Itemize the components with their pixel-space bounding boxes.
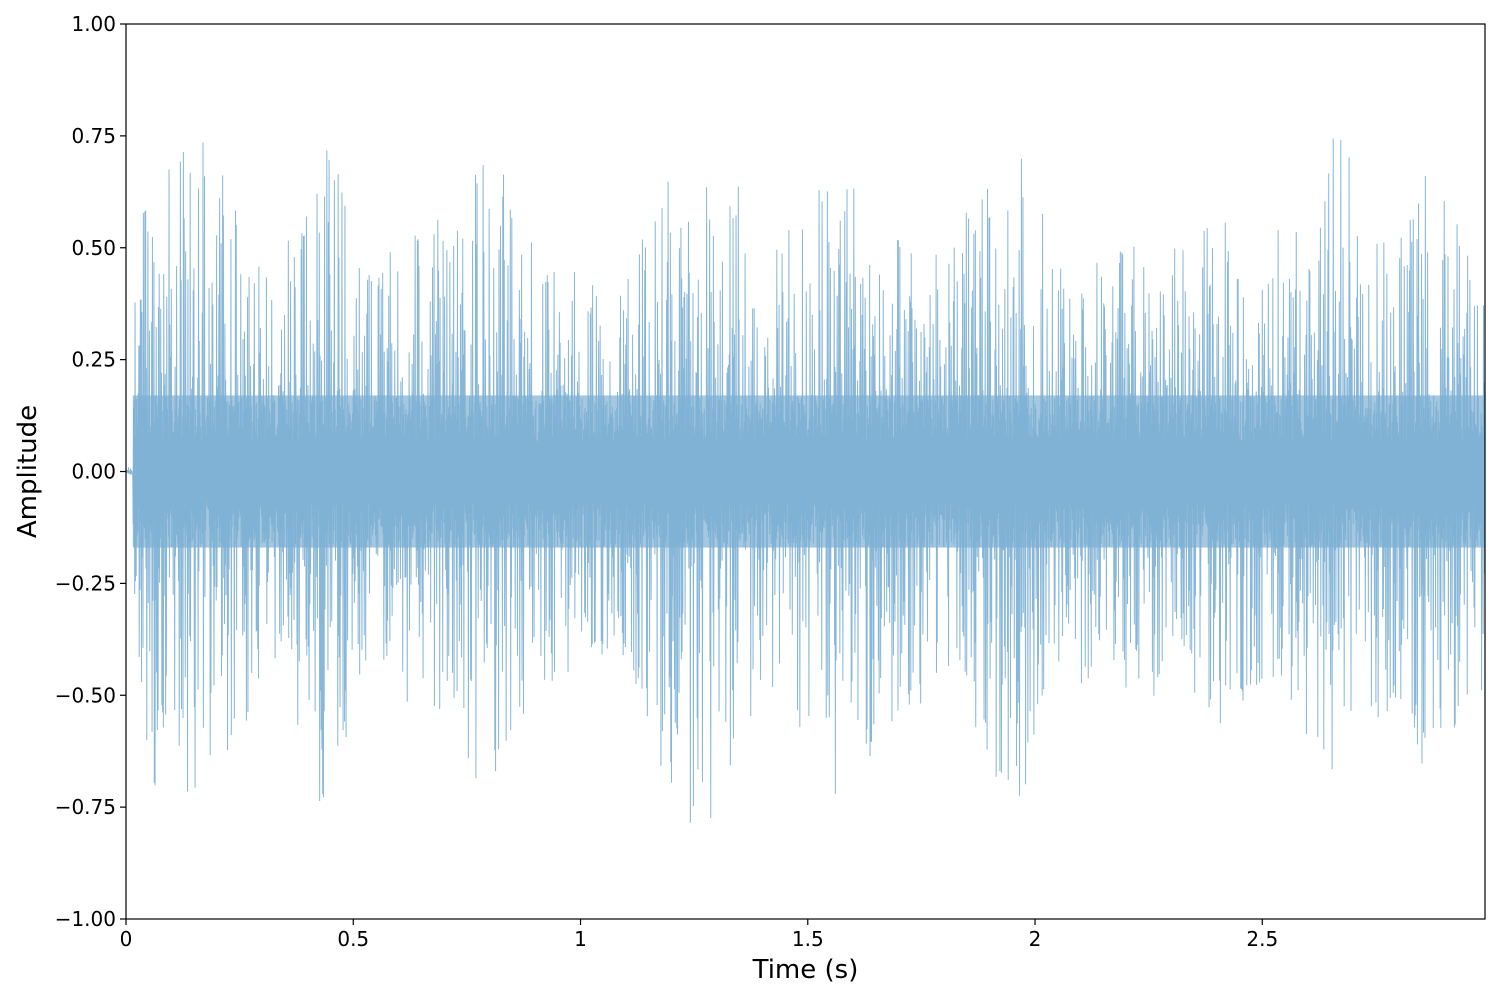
y-tick-label: 0.50 (71, 236, 116, 260)
y-axis-label: Amplitude (13, 405, 43, 538)
x-tick-label: 0.5 (337, 927, 369, 951)
y-tick-label: −1.00 (55, 907, 116, 931)
x-tick-label: 2 (1029, 927, 1042, 951)
y-tick-label: −0.75 (55, 795, 116, 819)
y-tick-label: −0.25 (55, 571, 116, 595)
y-tick-label: 1.00 (71, 12, 116, 36)
plot-area (126, 138, 1485, 823)
y-tick-label: −0.50 (55, 683, 116, 707)
y-tick-label: 0.75 (71, 124, 116, 148)
x-tick-label: 2.5 (1246, 927, 1278, 951)
x-axis-ticks: 0 0.5 1 1.5 2 2.5 (120, 919, 1278, 951)
x-tick-label: 1 (574, 927, 587, 951)
x-tick-label: 0 (120, 927, 133, 951)
y-tick-label: 0.25 (71, 348, 116, 372)
y-axis-ticks: 1.00 0.75 0.50 0.25 0.00 −0.25 −0.50 −0.75 −1.00 (55, 12, 126, 931)
x-tick-label: 1.5 (792, 927, 824, 951)
y-tick-label: 0.00 (71, 460, 116, 484)
waveform-line (126, 138, 1485, 823)
x-axis-label: Time (s) (752, 955, 859, 985)
